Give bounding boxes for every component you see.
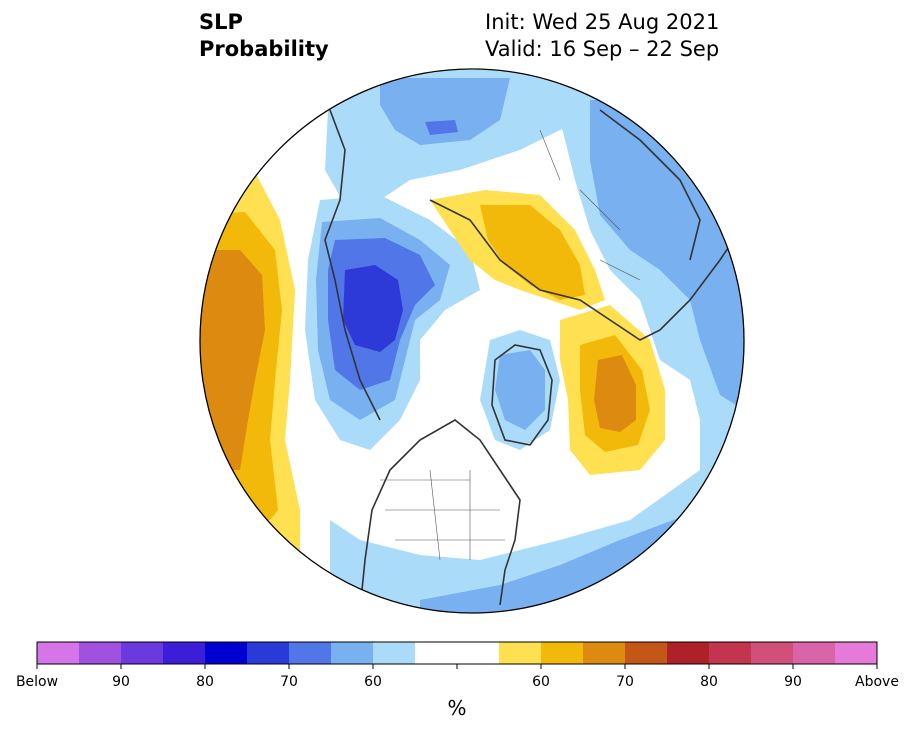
borders xyxy=(380,129,641,561)
colorbar-unit: % xyxy=(447,696,467,720)
border-lines xyxy=(380,129,641,561)
greenland-coast xyxy=(491,344,553,446)
colorbar-swatch xyxy=(37,642,80,664)
greenland-cool-mid xyxy=(495,350,545,430)
colorbar-swatch xyxy=(667,642,710,664)
pacific-cool-core xyxy=(343,265,403,352)
colorbar-swatch xyxy=(79,642,122,664)
colorbar-swatch xyxy=(625,642,668,664)
scandinavia-coast xyxy=(599,109,701,261)
colorbar-swatch xyxy=(751,642,794,664)
colorbar-tick-label: Below xyxy=(15,674,59,690)
colorbar-swatch xyxy=(247,642,290,664)
eurasia-coast xyxy=(429,199,741,341)
colorbar-swatch xyxy=(373,642,416,664)
colorbar-swatch xyxy=(541,642,584,664)
map-boundary xyxy=(199,68,745,614)
colorbar-tick-label: 60 xyxy=(532,674,550,690)
valid-range: Valid: 16 Sep – 22 Sep xyxy=(485,37,720,61)
init-date: Init: Wed 25 Aug 2021 xyxy=(485,10,720,34)
colorbar-swatch xyxy=(415,642,458,664)
colorbar-swatch xyxy=(205,642,248,664)
colorbar-tick-label: 90 xyxy=(112,674,130,690)
colorbar-swatch xyxy=(499,642,542,664)
arctic-cool-dark xyxy=(425,120,458,135)
title-block-right: Init: Wed 25 Aug 2021 Valid: 16 Sep – 22… xyxy=(485,9,719,63)
colorbar-swatch xyxy=(331,642,374,664)
siberia-warm-mid xyxy=(480,205,585,300)
colorbar-swatch xyxy=(793,642,836,664)
alaska-coast xyxy=(324,109,381,421)
coastlines xyxy=(324,109,741,611)
colorbar-tick-label: 90 xyxy=(784,674,802,690)
colorbar-tick-label: 70 xyxy=(616,674,634,690)
atlantic-warm-strong xyxy=(594,355,636,432)
colorbar-tick-label: 80 xyxy=(196,674,214,690)
title-block-left: SLP Probability xyxy=(199,9,329,63)
colorbar-tick-label: 60 xyxy=(364,674,382,690)
colorbar-tick-label: 80 xyxy=(700,674,718,690)
colorbar-swatch xyxy=(121,642,164,664)
colorbar-swatch xyxy=(457,642,500,664)
variable-title: SLP xyxy=(199,10,243,34)
product-title: Probability xyxy=(199,37,329,61)
north-america-coast xyxy=(359,419,521,611)
colorbar-swatch xyxy=(709,642,752,664)
colorbar-tick-label: 70 xyxy=(280,674,298,690)
colorbar-swatch xyxy=(835,642,878,664)
arctic-cool-mid xyxy=(380,78,510,145)
colorbar-swatch xyxy=(289,642,332,664)
colorbar-swatch xyxy=(583,642,626,664)
colorbar-tick-label: Above xyxy=(855,674,899,690)
colorbar-swatch xyxy=(163,642,206,664)
